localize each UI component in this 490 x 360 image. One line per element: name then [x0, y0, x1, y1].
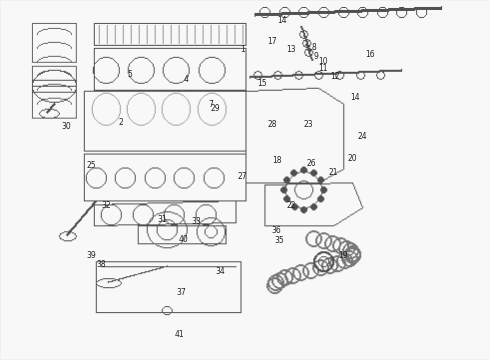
Text: 31: 31: [157, 215, 167, 224]
Text: 12: 12: [331, 72, 340, 81]
Text: 4: 4: [184, 75, 189, 84]
Text: 17: 17: [267, 37, 277, 46]
Text: 13: 13: [287, 45, 296, 54]
Text: 39: 39: [86, 251, 96, 260]
Text: 38: 38: [96, 260, 106, 269]
Text: 18: 18: [272, 156, 282, 165]
Text: 33: 33: [191, 217, 201, 226]
Text: 1: 1: [240, 45, 245, 54]
Text: 40: 40: [179, 235, 189, 244]
Text: 19: 19: [338, 251, 347, 260]
Text: 28: 28: [267, 120, 277, 129]
Text: 41: 41: [174, 330, 184, 339]
Text: 23: 23: [304, 120, 313, 129]
Text: 21: 21: [328, 168, 338, 177]
Text: 11: 11: [318, 64, 328, 73]
Text: 10: 10: [318, 57, 328, 66]
Text: 35: 35: [274, 237, 284, 246]
Text: 22: 22: [287, 201, 296, 210]
Text: 20: 20: [348, 154, 357, 163]
Text: 2: 2: [118, 118, 123, 127]
Text: 5: 5: [128, 70, 133, 79]
Text: 36: 36: [272, 226, 282, 235]
Text: 30: 30: [62, 122, 72, 131]
Text: 9: 9: [314, 52, 318, 61]
Text: 37: 37: [176, 288, 186, 297]
Text: 34: 34: [216, 267, 225, 276]
Text: 8: 8: [311, 43, 316, 52]
Text: 25: 25: [86, 161, 96, 170]
Text: 29: 29: [211, 104, 220, 113]
Text: 16: 16: [365, 50, 374, 59]
Text: 7: 7: [208, 100, 213, 109]
Text: 24: 24: [357, 132, 367, 141]
Text: 14: 14: [350, 93, 360, 102]
Text: 26: 26: [306, 159, 316, 168]
Text: 15: 15: [257, 79, 267, 88]
Text: 32: 32: [101, 201, 111, 210]
Text: 27: 27: [238, 172, 247, 181]
Text: 14: 14: [277, 16, 287, 25]
